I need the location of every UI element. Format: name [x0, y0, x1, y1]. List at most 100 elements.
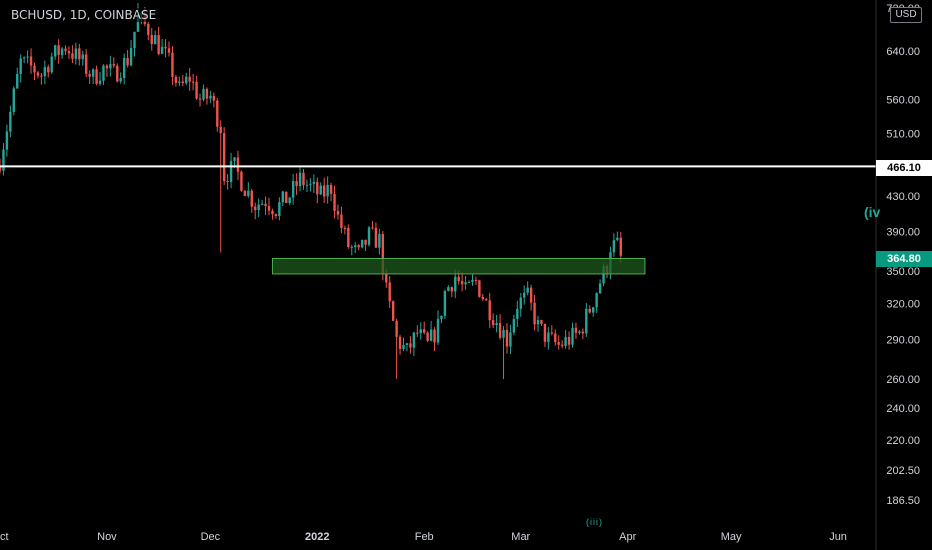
- candle-body: [12, 88, 15, 112]
- time-axis[interactable]: Oct Nov Dec 2022 Feb Mar Apr May Jun: [0, 531, 847, 543]
- candle-body: [460, 281, 464, 285]
- x-tick-label: May: [721, 531, 742, 543]
- candle-body: [229, 160, 233, 182]
- candle-body: [60, 48, 64, 55]
- candle-body: [209, 95, 212, 99]
- candle-body: [47, 67, 50, 73]
- candle-body: [357, 245, 360, 248]
- candle-body: [126, 57, 129, 66]
- candle-body: [464, 282, 467, 285]
- candle-body: [9, 111, 12, 132]
- candle-body: [212, 95, 216, 101]
- candle-body: [554, 333, 557, 343]
- candle-body: [354, 245, 357, 247]
- candles: [0, 3, 622, 380]
- candle-body: [402, 344, 405, 349]
- candle-body: [109, 64, 112, 69]
- candle-body: [122, 57, 126, 78]
- candle-body: [426, 332, 429, 341]
- candle-body: [167, 48, 171, 53]
- candle-body: [602, 266, 605, 284]
- candle-body: [498, 323, 502, 338]
- candle-body: [367, 227, 371, 245]
- candle-body: [567, 336, 571, 345]
- horizontal-line-price-tag: 466.10: [876, 160, 932, 176]
- support-zone[interactable]: [271, 257, 646, 275]
- candle-body: [578, 331, 581, 333]
- candle-body: [512, 318, 516, 333]
- candle-body: [433, 329, 436, 343]
- candle-body: [519, 297, 522, 309]
- candle-body: [247, 190, 250, 197]
- candle-body: [598, 283, 602, 294]
- candle-body: [454, 276, 457, 292]
- candle-body: [288, 197, 291, 204]
- candle-body: [71, 53, 74, 59]
- candle-body: [174, 76, 178, 83]
- currency-unit-label[interactable]: USD: [890, 7, 922, 23]
- candle-body: [147, 23, 150, 35]
- candle-body: [222, 133, 226, 182]
- y-tick-label: 260.00: [886, 374, 920, 386]
- candle-body: [574, 327, 578, 333]
- candle-body: [205, 88, 209, 99]
- x-tick-label: Oct: [0, 531, 9, 543]
- candle-body: [267, 205, 271, 211]
- candle-body: [467, 281, 471, 283]
- candle-body: [329, 185, 333, 194]
- candle-body: [291, 181, 295, 198]
- x-tick-label: 2022: [305, 531, 329, 543]
- candle-body: [81, 54, 84, 60]
- candle-body: [250, 190, 253, 207]
- y-tick-label: 240.00: [886, 403, 920, 415]
- x-tick-label: Mar: [511, 531, 530, 543]
- candle-body: [133, 31, 136, 49]
- candle-body: [219, 126, 222, 134]
- candle-body: [198, 98, 202, 100]
- candle-body: [64, 48, 67, 52]
- candle-body: [305, 184, 309, 186]
- symbol-title: BCHUSD, 1D, COINBASE: [8, 8, 160, 22]
- candle-body: [53, 45, 57, 57]
- wave-marker-label: (iii): [586, 517, 603, 527]
- y-tick-label: 220.00: [886, 435, 920, 447]
- candle-body: [202, 88, 205, 100]
- candle-body: [405, 343, 409, 345]
- candle-body: [564, 336, 567, 347]
- x-tick-label: Jun: [829, 531, 847, 543]
- candle-body: [471, 280, 474, 282]
- candle-body: [571, 327, 574, 345]
- candle-body: [322, 185, 326, 197]
- candle-body: [78, 48, 81, 60]
- candle-body: [505, 329, 509, 347]
- candle-body: [278, 202, 281, 216]
- candle-body: [440, 315, 443, 319]
- y-tick-label: 320.00: [886, 298, 920, 310]
- candle-body: [178, 81, 181, 83]
- candle-body: [391, 301, 395, 321]
- candle-body: [447, 287, 450, 291]
- candle-body: [547, 332, 550, 342]
- candle-body: [160, 46, 164, 54]
- candle-body: [581, 331, 585, 334]
- candle-body: [129, 48, 133, 66]
- y-tick-label: 202.50: [886, 465, 920, 477]
- candle-body: [443, 290, 447, 316]
- candle-body: [85, 54, 88, 74]
- candle-body: [26, 56, 29, 58]
- candle-body: [43, 67, 47, 77]
- candle-body: [326, 185, 329, 197]
- candle-body: [164, 46, 167, 49]
- candle-body: [50, 56, 53, 73]
- candle-body: [409, 343, 412, 348]
- candle-body: [343, 227, 347, 229]
- candle-body: [385, 273, 388, 283]
- candle-body: [285, 191, 288, 204]
- candle-body: [485, 299, 488, 301]
- candle-body: [257, 204, 260, 211]
- x-tick-label: Nov: [97, 531, 117, 543]
- candle-body: [240, 171, 243, 191]
- candle-body: [102, 65, 105, 81]
- candle-body: [516, 308, 519, 319]
